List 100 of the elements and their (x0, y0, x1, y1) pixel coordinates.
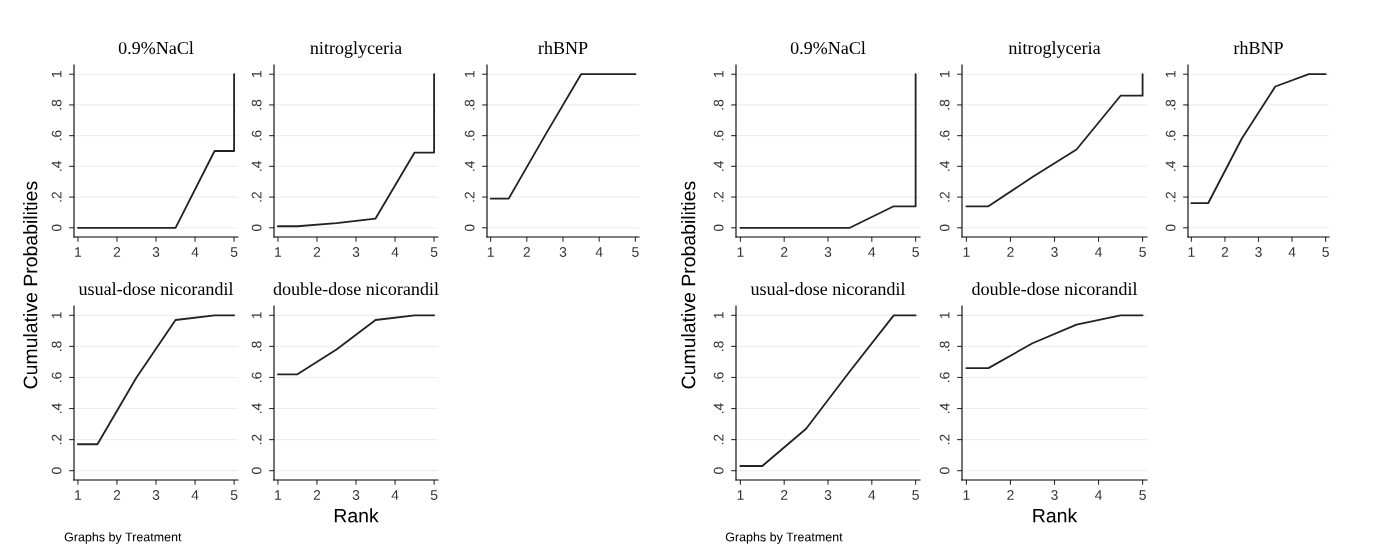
line-series (76, 314, 236, 446)
x-tick-label: 1 (487, 247, 494, 257)
y-tick-label: .6 (713, 130, 724, 141)
x-axis-title: Rank (1033, 508, 1078, 523)
x-tick-label: 5 (632, 247, 639, 257)
y-tick-label: .8 (939, 341, 950, 351)
y-tick-label: .4 (51, 160, 62, 171)
y-tick-label: 0 (939, 467, 950, 474)
chart-title: 0.9%NaCl (790, 41, 866, 55)
y-tick-label: .2 (1165, 191, 1176, 202)
x-tick-label: 3 (824, 490, 832, 500)
y-tick-label: 1 (51, 71, 62, 78)
x-tick-label: 4 (1095, 247, 1102, 257)
y-tick-label: 1 (464, 71, 475, 78)
line-series (739, 314, 917, 467)
y-tick-label: 1 (939, 71, 950, 78)
y-tick-label: .6 (939, 372, 950, 382)
x-tick-label: 5 (912, 247, 919, 257)
y-tick-label: .6 (464, 130, 475, 141)
y-tick-label: .4 (464, 160, 475, 171)
y-tick-label: .2 (713, 191, 724, 202)
y-tick-label: .4 (251, 403, 262, 414)
y-tick-label: .6 (51, 372, 62, 382)
y-tick-label: .2 (939, 434, 950, 445)
chart-title: 0.9%NaCl (118, 41, 194, 55)
x-tick-label: 1 (275, 490, 282, 500)
y-tick-label: .8 (51, 99, 62, 110)
y-tick-label: .2 (51, 434, 62, 445)
x-tick-label: 2 (1221, 247, 1229, 257)
y-tick-label: 1 (251, 71, 262, 78)
x-tick-label: 4 (595, 247, 603, 257)
y-tick-label: 0 (1165, 224, 1176, 232)
y-tick-label: .4 (939, 403, 950, 414)
y-tick-label: 0 (51, 224, 62, 232)
y-tick-label: .8 (1165, 99, 1176, 110)
y-axis-title: Cumulative Probabilities (681, 181, 696, 389)
x-tick-label: 2 (313, 247, 321, 257)
y-tick-label: .8 (713, 341, 724, 351)
y-tick-label: .2 (251, 191, 262, 202)
x-tick-label: 1 (963, 490, 970, 500)
x-tick-label: 1 (1188, 247, 1195, 257)
y-tick-label: 1 (713, 312, 724, 319)
x-tick-label: 3 (1255, 247, 1262, 257)
x-tick-label: 4 (391, 490, 399, 500)
y-tick-label: .4 (251, 160, 262, 171)
y-tick-label: .6 (51, 130, 62, 141)
chart-title: nitroglyceria (310, 41, 402, 58)
chart-title: usual-dose nicorandil (78, 282, 234, 296)
x-tick-label: 1 (737, 247, 744, 257)
y-tick-label: 0 (251, 224, 262, 232)
line-series (276, 314, 436, 376)
x-tick-label: 3 (1051, 490, 1058, 500)
x-tick-label: 4 (1095, 490, 1102, 500)
x-axis-title: Rank (334, 508, 379, 523)
y-tick-label: 1 (251, 312, 262, 319)
y-tick-label: 0 (939, 224, 950, 232)
y-tick-label: .2 (251, 434, 262, 445)
x-tick-label: 4 (868, 247, 876, 257)
x-tick-label: 3 (152, 247, 160, 257)
line-series (1190, 73, 1327, 205)
x-tick-label: 1 (75, 490, 82, 500)
y-tick-label: 0 (251, 467, 262, 474)
x-tick-label: 3 (1051, 247, 1058, 257)
y-tick-label: .6 (939, 130, 950, 141)
y-tick-label: .4 (51, 403, 62, 414)
y-tick-label: 1 (51, 312, 62, 319)
y-axis-title: Cumulative Probabilities (23, 181, 38, 389)
text: Graphs by Treatment (725, 532, 843, 544)
x-tick-label: 2 (523, 247, 530, 257)
y-tick-label: .4 (713, 160, 724, 171)
y-tick-label: .4 (713, 403, 724, 414)
x-tick-label: 5 (1139, 490, 1146, 500)
chart-title: double-dose nicorandil (972, 282, 1138, 296)
y-tick-label: 0 (713, 224, 724, 232)
y-tick-label: 0 (464, 224, 475, 232)
y-tick-label: .2 (51, 191, 62, 202)
y-tick-label: 1 (939, 312, 950, 319)
x-tick-label: 4 (868, 490, 876, 500)
y-tick-label: .8 (939, 99, 950, 110)
y-tick-label: .8 (51, 341, 62, 351)
chart-title: nitroglyceria (1008, 41, 1101, 58)
y-tick-label: .6 (251, 130, 262, 141)
text: Graphs by Treatment (64, 532, 182, 544)
y-tick-label: 1 (713, 71, 724, 78)
x-tick-label: 4 (391, 247, 399, 257)
y-tick-label: .2 (713, 434, 724, 445)
x-tick-label: 5 (230, 247, 238, 257)
x-tick-label: 2 (1007, 490, 1014, 500)
y-tick-label: .4 (939, 160, 950, 171)
chart-title: rhBNP (1233, 41, 1283, 54)
x-tick-label: 5 (912, 490, 919, 500)
x-tick-label: 5 (1139, 247, 1146, 257)
x-tick-label: 2 (113, 247, 121, 257)
y-tick-label: .4 (1165, 160, 1176, 171)
x-tick-label: 2 (313, 490, 321, 500)
y-tick-label: 0 (713, 467, 724, 474)
x-tick-label: 4 (191, 247, 199, 257)
y-tick-label: .8 (251, 99, 262, 110)
y-tick-label: .6 (713, 372, 724, 382)
y-tick-label: 0 (51, 467, 62, 474)
